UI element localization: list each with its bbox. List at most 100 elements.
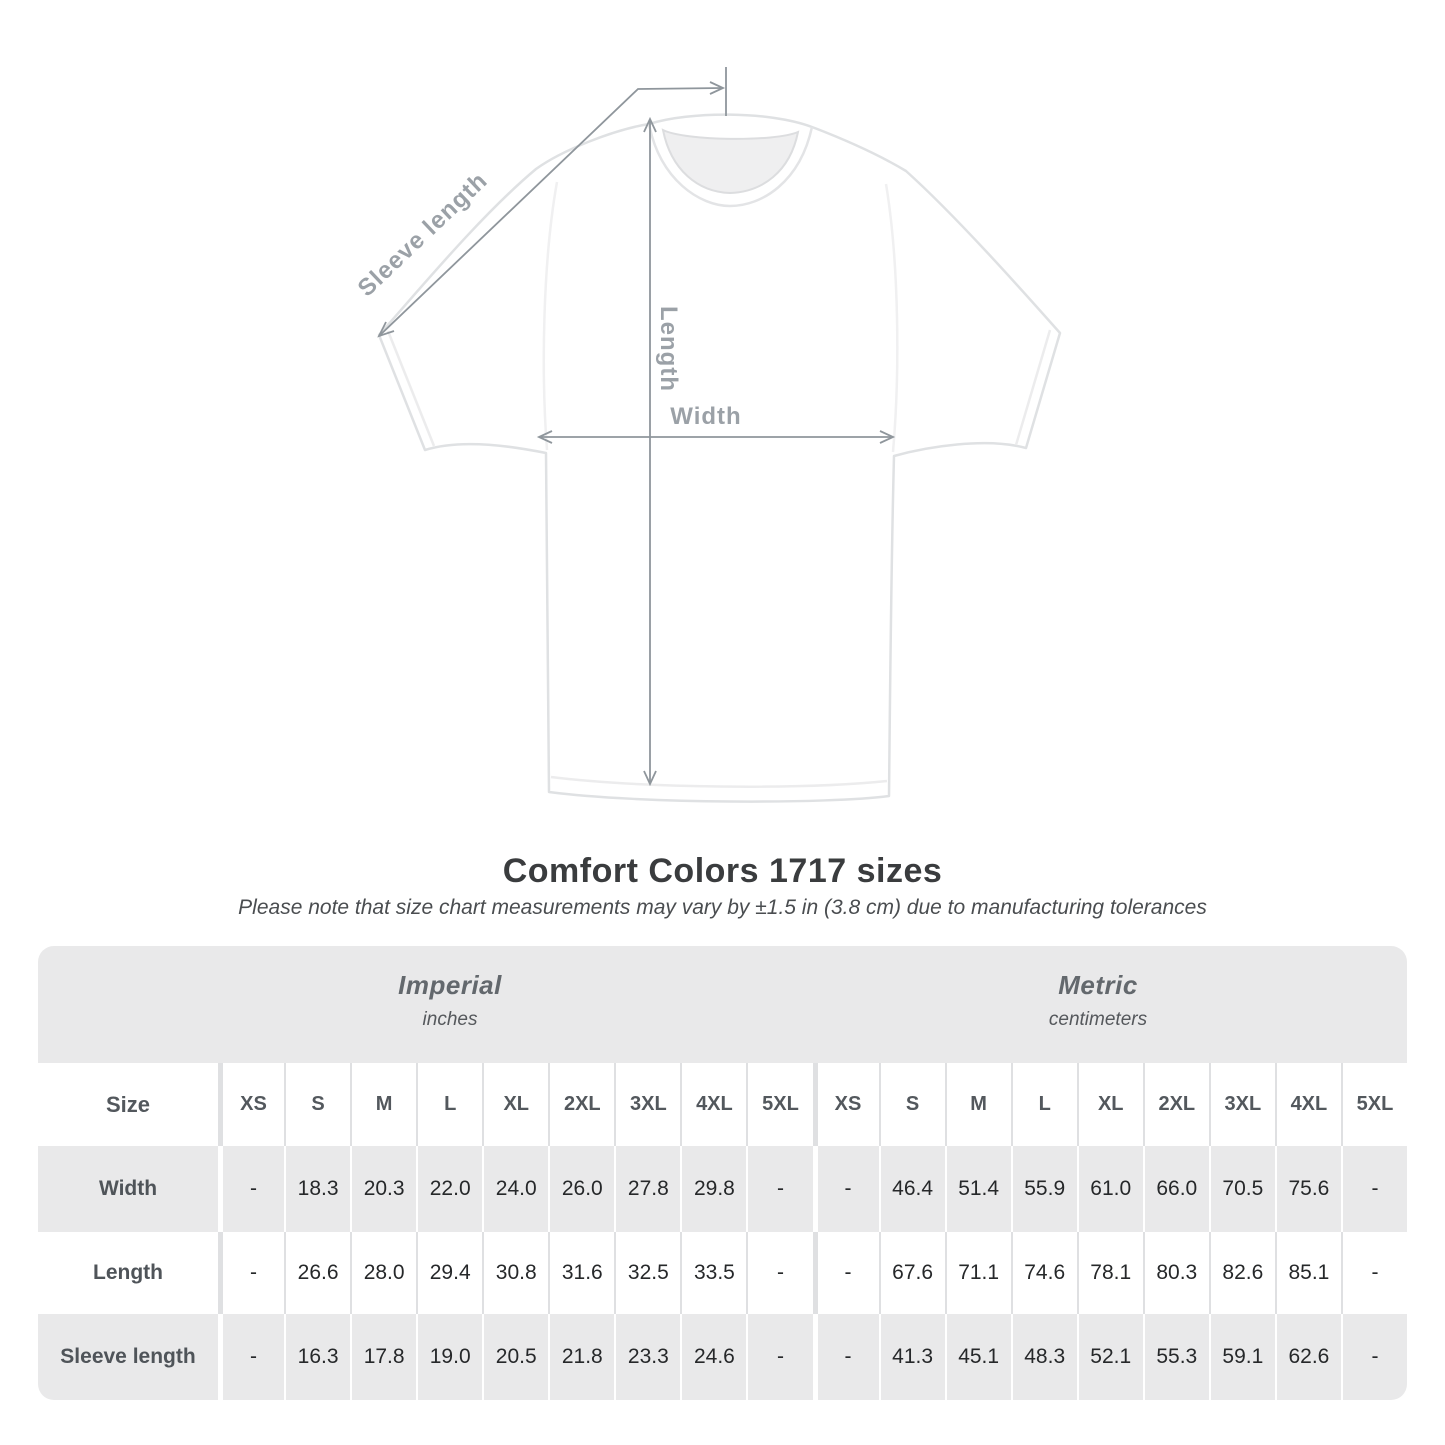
page-title: Comfort Colors 1717 sizes <box>502 852 943 890</box>
row-label-width: Width <box>98 1177 158 1200</box>
size-value-cell: - <box>812 1314 879 1400</box>
size-value-cell: 61.0 <box>1076 1146 1143 1232</box>
size-value-cell: 24.0 <box>482 1146 548 1232</box>
size-value-cell: 32.5 <box>614 1232 680 1314</box>
size-value-cell: - <box>746 1232 812 1314</box>
size-value-cell: 31.6 <box>548 1232 614 1314</box>
length-row: Length -26.6 28.0 29.4 30.8 31.6 32.5 33.5- -67… <box>38 1232 1407 1314</box>
size-column-header: XS <box>812 1063 879 1146</box>
size-header-row: Size XS S M L XL 2XL 3XL 4XL 5XL XS S M L XL 2XL 3XL 4XL… <box>38 1063 1407 1146</box>
size-value-cell: - <box>1340 1146 1407 1232</box>
size-value-cell: 59.1 <box>1208 1314 1275 1400</box>
size-value-cell: - <box>812 1146 879 1232</box>
length-arrow <box>643 116 657 787</box>
size-column-header: 4XL <box>1274 1063 1341 1146</box>
tolerance-note: Please note that size chart measurements… <box>238 896 1207 919</box>
size-value-cell: 78.1 <box>1076 1232 1143 1314</box>
sleeve-length-row: Sleeve length -16.3 17.8 19.0 20.5 21.8 23.3 2… <box>38 1314 1407 1400</box>
size-value-cell: 45.1 <box>944 1314 1011 1400</box>
width-arrow <box>536 430 896 444</box>
size-value-cell: 85.1 <box>1274 1232 1341 1314</box>
row-label-sleeve-length: Sleeve length <box>60 1345 196 1368</box>
collar-seam <box>647 123 814 208</box>
imperial-section-header: Imperial inches <box>398 970 502 1031</box>
size-column-header: XL <box>1076 1063 1143 1146</box>
size-column-header: 2XL <box>1142 1063 1209 1146</box>
size-value-cell: 55.9 <box>1010 1146 1077 1232</box>
size-column-header: S <box>878 1063 945 1146</box>
size-value-cell: 18.3 <box>284 1146 350 1232</box>
size-column-header: 5XL <box>1340 1063 1407 1146</box>
size-value-cell: 23.3 <box>614 1314 680 1400</box>
sleeve-length-arrow <box>377 67 727 338</box>
size-column-header: L <box>416 1063 482 1146</box>
size-value-cell: 20.3 <box>350 1146 416 1232</box>
size-value-cell: 62.6 <box>1274 1314 1341 1400</box>
size-chart-card: Imperial inches Metric centimeters Size … <box>38 946 1407 1400</box>
size-value-cell: 16.3 <box>284 1314 350 1400</box>
size-value-cell: - <box>218 1146 284 1232</box>
size-value-cell: 17.8 <box>350 1314 416 1400</box>
size-value-cell: 80.3 <box>1142 1232 1209 1314</box>
size-value-cell: 22.0 <box>416 1146 482 1232</box>
size-column-header: XS <box>218 1063 284 1146</box>
size-value-cell: - <box>746 1146 812 1232</box>
neck-opening <box>661 128 800 195</box>
right-armhole-seam <box>884 183 899 453</box>
size-column-header: M <box>944 1063 1011 1146</box>
size-value-cell: 46.4 <box>878 1146 945 1232</box>
size-value-cell: - <box>218 1232 284 1314</box>
units-band: Imperial inches Metric centimeters <box>38 946 1407 1063</box>
right-cuff-stitch <box>1014 329 1052 446</box>
size-value-cell: 26.6 <box>284 1232 350 1314</box>
size-value-cell: 48.3 <box>1010 1314 1077 1400</box>
size-value-cell: 70.5 <box>1208 1146 1275 1232</box>
size-value-cell: - <box>746 1314 812 1400</box>
imperial-label: Imperial <box>398 970 502 1000</box>
hem-stitch <box>550 775 888 788</box>
size-value-cell: - <box>1340 1314 1407 1400</box>
size-value-cell: 29.4 <box>416 1232 482 1314</box>
size-value-cell: 26.0 <box>548 1146 614 1232</box>
size-column-header: 2XL <box>548 1063 614 1146</box>
size-column-header: M <box>350 1063 416 1146</box>
metric-section-header: Metric centimeters <box>1049 970 1147 1031</box>
width-label: Width <box>670 403 741 430</box>
size-value-cell: 24.6 <box>680 1314 746 1400</box>
size-value-cell: 19.0 <box>416 1314 482 1400</box>
tshirt-image <box>377 113 1062 803</box>
size-column-header: S <box>284 1063 350 1146</box>
row-label-length: Length <box>93 1261 163 1284</box>
metric-unit-label: centimeters <box>1048 1009 1148 1030</box>
size-column-header: 3XL <box>1208 1063 1275 1146</box>
size-value-cell: 21.8 <box>548 1314 614 1400</box>
size-value-cell: 82.6 <box>1208 1232 1275 1314</box>
size-value-cell: 67.6 <box>878 1232 945 1314</box>
size-value-cell: 66.0 <box>1142 1146 1209 1232</box>
tshirt-measurement-diagram: Sleeve length Length Width <box>353 67 1062 803</box>
size-value-cell: 27.8 <box>614 1146 680 1232</box>
size-value-cell: 30.8 <box>482 1232 548 1314</box>
size-column-header: XL <box>482 1063 548 1146</box>
size-value-cell: 51.4 <box>944 1146 1011 1232</box>
size-value-cell: 55.3 <box>1142 1314 1209 1400</box>
size-value-cell: - <box>1340 1232 1407 1314</box>
size-value-cell: - <box>812 1232 879 1314</box>
size-value-cell: 33.5 <box>680 1232 746 1314</box>
size-value-cell: 52.1 <box>1076 1314 1143 1400</box>
size-column-header: 3XL <box>614 1063 680 1146</box>
size-value-cell: 75.6 <box>1274 1146 1341 1232</box>
size-value-cell: 41.3 <box>878 1314 945 1400</box>
width-row: Width -18.3 20.3 22.0 24.0 26.0 27.8 29.8- -46.… <box>38 1146 1407 1232</box>
size-value-cell: 20.5 <box>482 1314 548 1400</box>
size-value-cell: 29.8 <box>680 1146 746 1232</box>
size-column-header: 5XL <box>746 1063 812 1146</box>
measurement-annotations <box>377 67 896 787</box>
size-column-header: 4XL <box>680 1063 746 1146</box>
size-value-cell: - <box>218 1314 284 1400</box>
metric-label: Metric <box>1058 970 1138 1000</box>
size-value-cell: 74.6 <box>1010 1232 1077 1314</box>
size-column-header: L <box>1010 1063 1077 1146</box>
size-column-header: Size <box>105 1091 151 1117</box>
